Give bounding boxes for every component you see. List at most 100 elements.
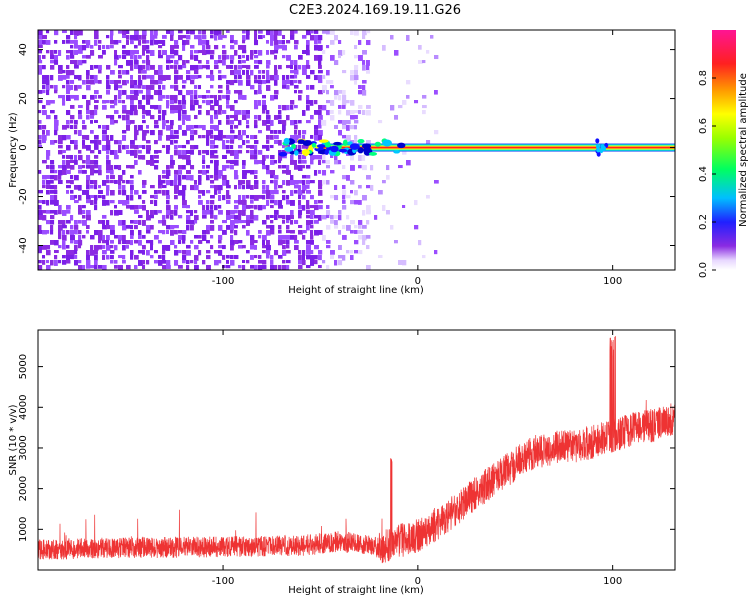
heatmap-cell bbox=[178, 145, 183, 149]
heatmap-cell bbox=[254, 115, 258, 120]
heatmap-cell bbox=[318, 250, 323, 255]
heatmap-cell bbox=[354, 135, 358, 140]
heatmap-cell bbox=[42, 210, 47, 214]
heatmap-cell bbox=[186, 215, 191, 221]
y-tick-label: 1000 bbox=[18, 517, 29, 542]
heatmap-cell bbox=[74, 200, 79, 204]
heatmap-cell bbox=[126, 80, 130, 84]
heatmap-cell bbox=[190, 65, 195, 71]
heatmap-cell bbox=[306, 75, 311, 79]
heatmap-cell bbox=[290, 30, 295, 36]
heatmap-cell bbox=[174, 65, 178, 70]
heatmap-cell bbox=[290, 230, 295, 234]
heatmap-cell bbox=[194, 75, 199, 79]
heatmap-cell bbox=[50, 140, 55, 145]
y-tick-label: 20 bbox=[18, 92, 29, 105]
heatmap-cell bbox=[74, 185, 79, 190]
heatmap-cell bbox=[54, 260, 58, 266]
heatmap-cell bbox=[230, 255, 234, 260]
heatmap-cell bbox=[58, 150, 63, 155]
heatmap-cell bbox=[86, 185, 90, 190]
heatmap-cell bbox=[286, 200, 291, 205]
heatmap-cell bbox=[278, 265, 282, 270]
heatmap-cell bbox=[342, 135, 347, 139]
heatmap-cell bbox=[294, 160, 298, 166]
heatmap-cell bbox=[154, 80, 159, 85]
heatmap-cell bbox=[86, 105, 90, 111]
heatmap-cell bbox=[170, 55, 175, 59]
heatmap-cell bbox=[62, 70, 66, 74]
heatmap-cell bbox=[174, 50, 179, 56]
heatmap-cell bbox=[106, 75, 110, 80]
heatmap-cell bbox=[134, 50, 139, 55]
heatmap-cell bbox=[158, 65, 163, 70]
heatmap-cell bbox=[230, 215, 235, 219]
heatmap-cell bbox=[306, 60, 310, 66]
heatmap-cell bbox=[94, 40, 98, 46]
heatmap-cell bbox=[402, 205, 406, 209]
heatmap-cell bbox=[286, 105, 290, 111]
heatmap-cell bbox=[186, 75, 191, 81]
heatmap-cell bbox=[302, 235, 306, 240]
heatmap-cell bbox=[310, 135, 314, 139]
heatmap-cell bbox=[82, 135, 87, 140]
heatmap-cell bbox=[162, 230, 166, 235]
heatmap-cell bbox=[222, 75, 227, 79]
heatmap-cell bbox=[294, 235, 298, 241]
heatmap-cell bbox=[274, 215, 278, 221]
heatmap-cell bbox=[58, 235, 62, 240]
heatmap-cell bbox=[202, 210, 207, 215]
heatmap-cell bbox=[114, 60, 118, 66]
heatmap-cell bbox=[66, 255, 70, 261]
heatmap-cell bbox=[182, 100, 187, 105]
heatmap-cell bbox=[122, 240, 127, 245]
heatmap-cell bbox=[286, 235, 291, 240]
heatmap-cell bbox=[210, 245, 214, 250]
heatmap-cell bbox=[190, 100, 194, 106]
heatmap-cell bbox=[50, 195, 55, 201]
heatmap-cell bbox=[106, 65, 111, 70]
heatmap-cell bbox=[146, 225, 151, 231]
heatmap-cell bbox=[110, 30, 114, 36]
heatmap-cell bbox=[138, 195, 142, 200]
signal-blob bbox=[368, 151, 378, 156]
heatmap-cell bbox=[330, 215, 334, 220]
heatmap-cell bbox=[146, 230, 151, 234]
heatmap-cell bbox=[262, 180, 266, 185]
heatmap-cell bbox=[150, 155, 154, 161]
heatmap-cell bbox=[190, 90, 194, 95]
heatmap-cell bbox=[182, 205, 187, 209]
heatmap-cell bbox=[62, 155, 66, 159]
heatmap-cell bbox=[270, 35, 275, 41]
heatmap-cell bbox=[254, 125, 258, 129]
heatmap-cell bbox=[102, 135, 107, 141]
signal-blob bbox=[284, 146, 294, 152]
heatmap-cell bbox=[146, 95, 151, 101]
heatmap-cell bbox=[146, 250, 150, 256]
heatmap-cell bbox=[90, 165, 95, 171]
heatmap-cell bbox=[42, 245, 47, 250]
heatmap-cell bbox=[270, 255, 274, 260]
heatmap-cell bbox=[314, 45, 319, 51]
heatmap-cell bbox=[406, 95, 410, 99]
heatmap-cell bbox=[158, 40, 163, 44]
heatmap-cell bbox=[294, 65, 298, 71]
heatmap-cell bbox=[166, 60, 171, 64]
heatmap-cell bbox=[38, 70, 43, 75]
heatmap-cell bbox=[158, 180, 163, 186]
heatmap-cell bbox=[146, 140, 151, 144]
heatmap-cell bbox=[250, 215, 254, 220]
heatmap-cell bbox=[54, 40, 58, 44]
heatmap-cell bbox=[402, 150, 407, 155]
heatmap-cell bbox=[250, 200, 254, 204]
heatmap-cell bbox=[210, 30, 214, 35]
heatmap-cell bbox=[166, 120, 170, 124]
heatmap-cell bbox=[354, 140, 358, 144]
heatmap-cell bbox=[390, 35, 394, 40]
heatmap-cell bbox=[66, 65, 70, 70]
heatmap-cell bbox=[86, 160, 91, 165]
heatmap-cell bbox=[274, 200, 278, 206]
heatmap-cell bbox=[46, 85, 50, 91]
heatmap-cell bbox=[190, 145, 195, 150]
heatmap-cell bbox=[282, 240, 286, 244]
